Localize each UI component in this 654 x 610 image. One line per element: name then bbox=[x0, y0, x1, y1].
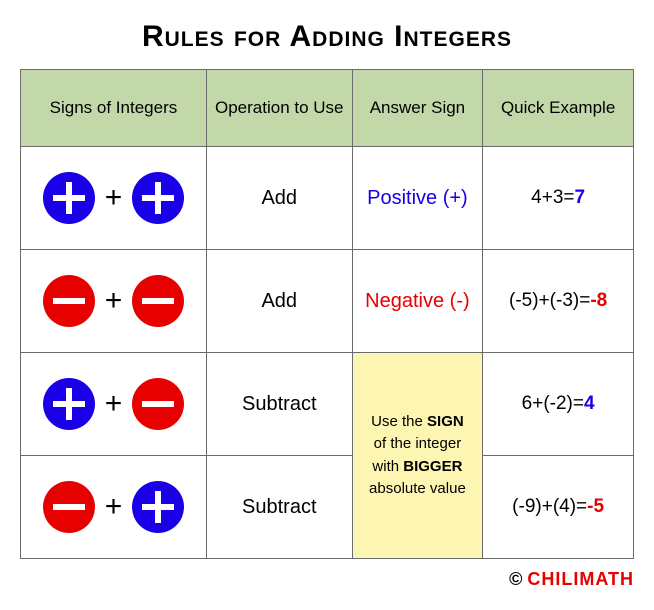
minus-icon bbox=[132, 275, 184, 327]
header-answer: Answer Sign bbox=[352, 70, 483, 147]
table-row: + Subtract Use the SIGN of the integer w… bbox=[21, 353, 634, 456]
merged-text: Use the bbox=[371, 413, 427, 430]
signs-cell: + bbox=[21, 353, 207, 456]
plus-operator: + bbox=[105, 284, 123, 318]
signs-cell: + bbox=[21, 250, 207, 353]
example-expr: 6+(-2)= bbox=[522, 393, 584, 414]
operation-cell: Subtract bbox=[206, 353, 352, 456]
merged-answer-cell: Use the SIGN of the integer with BIGGER … bbox=[352, 353, 483, 559]
answer-cell: Positive (+) bbox=[352, 147, 483, 250]
header-signs: Signs of Integers bbox=[21, 70, 207, 147]
answer-cell: Negative (-) bbox=[352, 250, 483, 353]
merged-text: of the integer bbox=[374, 435, 462, 452]
table-row: + Add Positive (+) 4+3=7 bbox=[21, 147, 634, 250]
merged-text: absolute value bbox=[369, 480, 466, 497]
example-result: -5 bbox=[587, 496, 604, 517]
example-result: 4 bbox=[584, 393, 595, 414]
table-row: + Add Negative (-) (-5)+(-3)=-8 bbox=[21, 250, 634, 353]
example-cell: 4+3=7 bbox=[483, 147, 634, 250]
table-row: + Subtract (-9)+(4)=-5 bbox=[21, 456, 634, 559]
operation-cell: Add bbox=[206, 147, 352, 250]
example-cell: (-9)+(4)=-5 bbox=[483, 456, 634, 559]
minus-icon bbox=[43, 481, 95, 533]
header-example: Quick Example bbox=[483, 70, 634, 147]
plus-icon bbox=[43, 172, 95, 224]
plus-icon bbox=[132, 172, 184, 224]
plus-operator: + bbox=[105, 490, 123, 524]
plus-icon bbox=[132, 481, 184, 533]
example-expr: (-5)+(-3)= bbox=[509, 290, 590, 311]
footer: © CHILIMATH bbox=[20, 569, 634, 590]
table-header-row: Signs of Integers Operation to Use Answe… bbox=[21, 70, 634, 147]
example-result: -8 bbox=[590, 290, 607, 311]
plus-icon bbox=[43, 378, 95, 430]
operation-cell: Subtract bbox=[206, 456, 352, 559]
minus-icon bbox=[132, 378, 184, 430]
plus-operator: + bbox=[105, 181, 123, 215]
example-result: 7 bbox=[574, 187, 585, 208]
page-title: Rules for Adding Integers bbox=[20, 20, 634, 54]
minus-icon bbox=[43, 275, 95, 327]
brand-name: CHILIMATH bbox=[527, 569, 634, 589]
example-cell: (-5)+(-3)=-8 bbox=[483, 250, 634, 353]
example-expr: 4+3= bbox=[531, 187, 574, 208]
rules-table: Signs of Integers Operation to Use Answe… bbox=[20, 69, 634, 559]
merged-bold: BIGGER bbox=[403, 458, 462, 475]
signs-cell: + bbox=[21, 147, 207, 250]
merged-text: with bbox=[372, 458, 403, 475]
copyright-icon: © bbox=[509, 569, 522, 589]
signs-cell: + bbox=[21, 456, 207, 559]
operation-cell: Add bbox=[206, 250, 352, 353]
example-cell: 6+(-2)=4 bbox=[483, 353, 634, 456]
header-operation: Operation to Use bbox=[206, 70, 352, 147]
plus-operator: + bbox=[105, 387, 123, 421]
example-expr: (-9)+(4)= bbox=[512, 496, 587, 517]
merged-bold: SIGN bbox=[427, 413, 464, 430]
